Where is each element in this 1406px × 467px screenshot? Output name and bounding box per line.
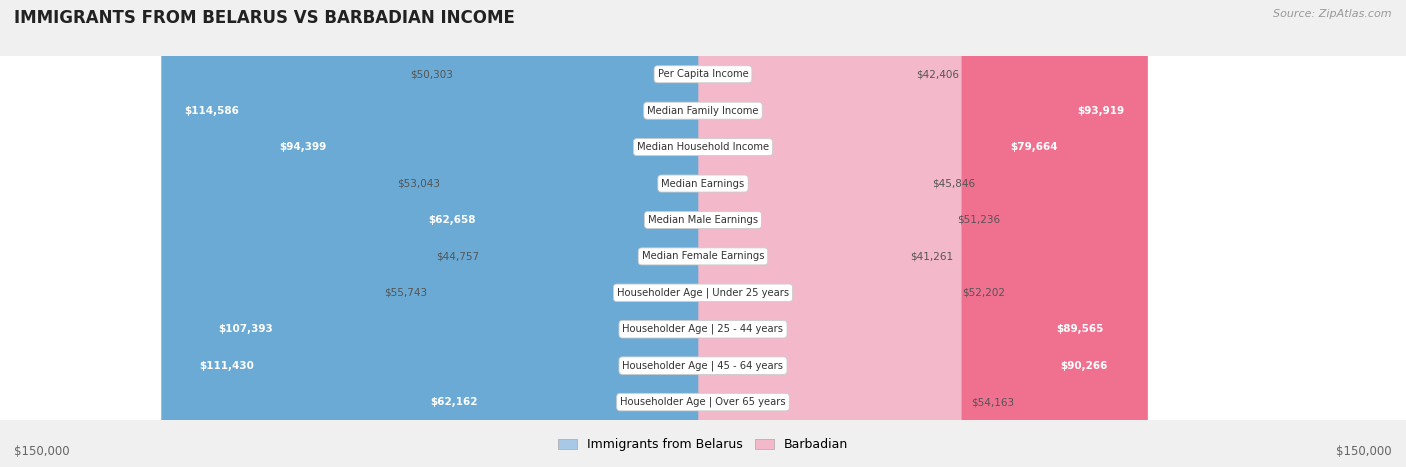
- Text: $55,743: $55,743: [385, 288, 427, 298]
- Text: Householder Age | Over 65 years: Householder Age | Over 65 years: [620, 397, 786, 407]
- FancyBboxPatch shape: [256, 0, 707, 467]
- Text: $45,846: $45,846: [932, 178, 974, 189]
- FancyBboxPatch shape: [195, 0, 707, 467]
- Text: $51,236: $51,236: [957, 215, 1000, 225]
- FancyBboxPatch shape: [699, 0, 922, 467]
- Text: Median Male Earnings: Median Male Earnings: [648, 215, 758, 225]
- FancyBboxPatch shape: [405, 0, 707, 467]
- Text: $90,266: $90,266: [1060, 361, 1108, 371]
- Text: $79,664: $79,664: [1010, 142, 1057, 152]
- FancyBboxPatch shape: [450, 0, 707, 467]
- Text: $50,303: $50,303: [411, 69, 453, 79]
- Text: $44,757: $44,757: [436, 251, 479, 262]
- Text: $93,919: $93,919: [1077, 106, 1125, 116]
- FancyBboxPatch shape: [162, 0, 707, 467]
- FancyBboxPatch shape: [699, 0, 962, 467]
- Text: Householder Age | 45 - 64 years: Householder Age | 45 - 64 years: [623, 361, 783, 371]
- Legend: Immigrants from Belarus, Barbadian: Immigrants from Belarus, Barbadian: [553, 433, 853, 456]
- Text: $89,565: $89,565: [1057, 324, 1104, 334]
- Text: $42,406: $42,406: [915, 69, 959, 79]
- Text: Householder Age | Under 25 years: Householder Age | Under 25 years: [617, 288, 789, 298]
- FancyBboxPatch shape: [488, 0, 707, 467]
- Text: $62,658: $62,658: [427, 215, 475, 225]
- Text: $54,163: $54,163: [972, 397, 1014, 407]
- FancyBboxPatch shape: [176, 0, 707, 467]
- Text: Source: ZipAtlas.com: Source: ZipAtlas.com: [1274, 9, 1392, 19]
- FancyBboxPatch shape: [699, 0, 1130, 467]
- FancyBboxPatch shape: [463, 0, 707, 467]
- Text: $150,000: $150,000: [14, 445, 70, 458]
- Text: Median Household Income: Median Household Income: [637, 142, 769, 152]
- FancyBboxPatch shape: [699, 0, 907, 467]
- Text: Per Capita Income: Per Capita Income: [658, 69, 748, 79]
- Text: $150,000: $150,000: [1336, 445, 1392, 458]
- FancyBboxPatch shape: [406, 0, 707, 467]
- Text: $107,393: $107,393: [218, 324, 273, 334]
- Text: $111,430: $111,430: [200, 361, 254, 371]
- Text: $52,202: $52,202: [962, 288, 1005, 298]
- FancyBboxPatch shape: [699, 0, 1081, 467]
- Text: $94,399: $94,399: [280, 142, 326, 152]
- FancyBboxPatch shape: [699, 0, 948, 467]
- Text: $53,043: $53,043: [398, 178, 440, 189]
- FancyBboxPatch shape: [699, 0, 952, 467]
- Text: $62,162: $62,162: [430, 397, 478, 407]
- FancyBboxPatch shape: [437, 0, 707, 467]
- FancyBboxPatch shape: [699, 0, 1128, 467]
- Text: Householder Age | 25 - 44 years: Householder Age | 25 - 44 years: [623, 324, 783, 334]
- Text: Median Earnings: Median Earnings: [661, 178, 745, 189]
- Text: IMMIGRANTS FROM BELARUS VS BARBADIAN INCOME: IMMIGRANTS FROM BELARUS VS BARBADIAN INC…: [14, 9, 515, 28]
- Text: Median Family Income: Median Family Income: [647, 106, 759, 116]
- FancyBboxPatch shape: [699, 0, 1147, 467]
- Text: $41,261: $41,261: [911, 251, 953, 262]
- Text: $114,586: $114,586: [184, 106, 239, 116]
- Text: Median Female Earnings: Median Female Earnings: [641, 251, 765, 262]
- FancyBboxPatch shape: [699, 0, 901, 467]
